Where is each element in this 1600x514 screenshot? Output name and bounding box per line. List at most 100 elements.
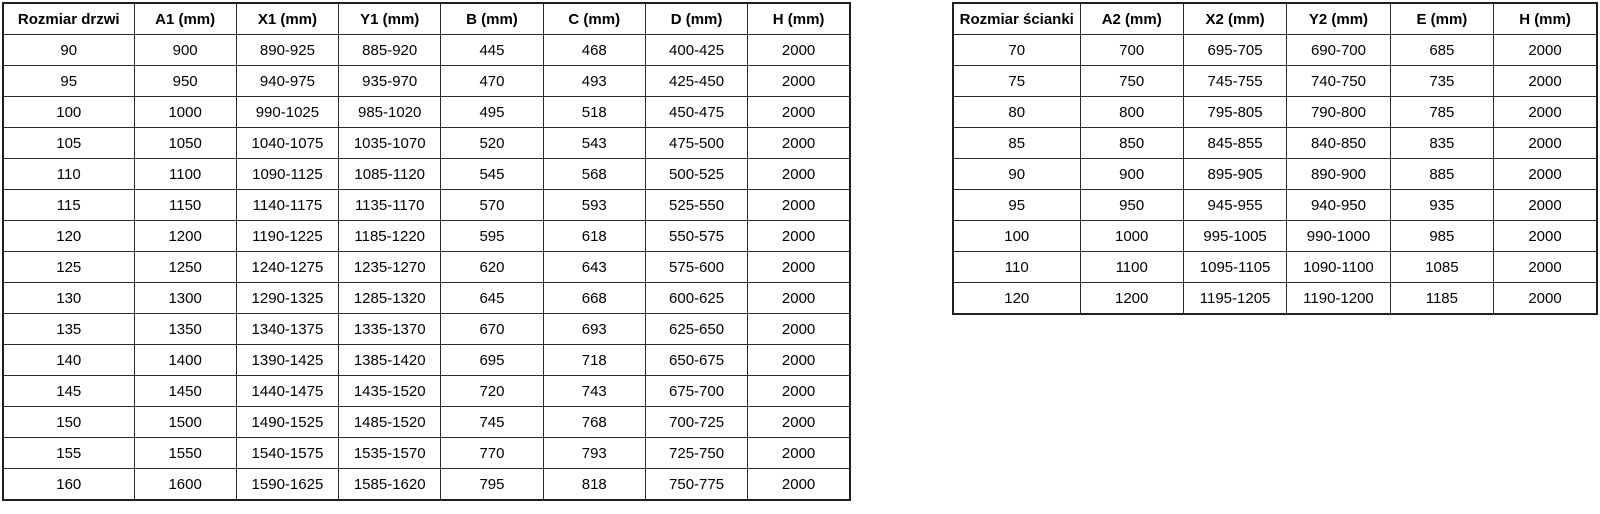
table-cell: 130 [2,282,135,314]
table-row: 130 1300 1290-1325 1285-1320 645 668 600-625 20… [2,282,851,314]
table-cell: 1340-1375 [235,313,340,345]
table-cell: 520 [440,127,544,159]
table-cell: 600-625 [644,282,749,314]
table-cell: 568 [542,158,646,190]
table-cell: 643 [542,251,646,283]
column-header: H (mm) [747,2,851,35]
table-row: 105 1050 1040-1075 1035-1070 520 543 475-500 20… [2,127,851,159]
table-cell: 1200 [1079,282,1184,315]
table-cell: 470 [440,65,544,97]
table-cell: 1390-1425 [235,344,340,376]
table-cell: 2000 [1493,158,1598,190]
table-cell: 1100 [133,158,237,190]
table-row: 115 1150 1140-1175 1135-1170 570 593 525-550 20… [2,189,851,221]
table-cell: 80 [952,96,1081,128]
table-cell: 493 [542,65,646,97]
table-cell: 950 [133,65,237,97]
table-cell: 450-475 [644,96,749,128]
table-cell: 593 [542,189,646,221]
table-cell: 2000 [747,313,851,345]
column-header: E (mm) [1389,2,1495,35]
column-header: H (mm) [1493,2,1598,35]
column-header: A2 (mm) [1079,2,1184,35]
table-row: 95 950 940-975 935-970 470 493 425-450 2000 [2,65,851,97]
table-row: 100 1000 995-1005 990-1000 985 2000 [952,220,1598,252]
table-cell: 650-675 [644,344,749,376]
table-cell: 160 [2,468,135,501]
table-row: 75 750 745-755 740-750 735 2000 [952,65,1598,97]
table-cell: 695-705 [1182,34,1288,66]
table-cell: 2000 [747,375,851,407]
table-cell: 800 [1079,96,1184,128]
table-cell: 718 [542,344,646,376]
table-cell: 145 [2,375,135,407]
column-header: X2 (mm) [1182,2,1288,35]
table-cell: 895-905 [1182,158,1288,190]
table-cell: 2000 [747,158,851,190]
table-cell: 985 [1389,220,1495,252]
column-header: Rozmiar ścianki [952,2,1081,35]
table-cell: 125 [2,251,135,283]
table-cell: 1100 [1079,251,1184,283]
table-cell: 935 [1389,189,1495,221]
table-cell: 400-425 [644,34,749,66]
table-cell: 1240-1275 [235,251,340,283]
table-cell: 1285-1320 [338,282,442,314]
table-cell: 1435-1520 [338,375,442,407]
table-cell: 745 [440,406,544,438]
table-cell: 495 [440,96,544,128]
table-cell: 940-950 [1286,189,1391,221]
table-row: 140 1400 1390-1425 1385-1420 695 718 650-675 20… [2,344,851,376]
table-cell: 675-700 [644,375,749,407]
table-cell: 793 [542,437,646,469]
table-row: 85 850 845-855 840-850 835 2000 [952,127,1598,159]
table-cell: 2000 [747,437,851,469]
header-row: Rozmiar drzwi A1 (mm) X1 (mm) Y1 (mm) B (mm)… [2,2,851,35]
table-cell: 645 [440,282,544,314]
table-cell: 1190-1225 [235,220,340,252]
column-header: Rozmiar drzwi [2,2,135,35]
table-cell: 525-550 [644,189,749,221]
column-header: X1 (mm) [235,2,340,35]
table-cell: 570 [440,189,544,221]
table-row: 90 900 895-905 890-900 885 2000 [952,158,1598,190]
table-row: 120 1200 1195-1205 1190-1200 1185 2000 [952,282,1598,315]
table-cell: 835 [1389,127,1495,159]
table-cell: 890-900 [1286,158,1391,190]
table-cell: 140 [2,344,135,376]
table-cell: 620 [440,251,544,283]
table-cell: 735 [1389,65,1495,97]
table-cell: 1040-1075 [235,127,340,159]
table-cell: 100 [2,96,135,128]
table-cell: 1050 [133,127,237,159]
table-cell: 1590-1625 [235,468,340,501]
table-cell: 90 [952,158,1081,190]
table-cell: 750-775 [644,468,749,501]
table-cell: 2000 [747,406,851,438]
table-cell: 1335-1370 [338,313,442,345]
column-header: Y2 (mm) [1286,2,1391,35]
table-cell: 1540-1575 [235,437,340,469]
table-cell: 2000 [747,251,851,283]
table-cell: 120 [952,282,1081,315]
table-cell: 1140-1175 [235,189,340,221]
table-cell: 475-500 [644,127,749,159]
table-cell: 790-800 [1286,96,1391,128]
table-row: 135 1350 1340-1375 1335-1370 670 693 625-650 20… [2,313,851,345]
table-cell: 1200 [133,220,237,252]
table-cell: 2000 [1493,251,1598,283]
table-cell: 990-1025 [235,96,340,128]
table-cell: 700-725 [644,406,749,438]
table-cell: 885 [1389,158,1495,190]
table-cell: 770 [440,437,544,469]
table-cell: 1190-1200 [1286,282,1391,315]
table-cell: 1350 [133,313,237,345]
column-header: Y1 (mm) [338,2,442,35]
table-cell: 995-1005 [1182,220,1288,252]
table-cell: 1085-1120 [338,158,442,190]
table-cell: 445 [440,34,544,66]
table-cell: 1600 [133,468,237,501]
table-cell: 135 [2,313,135,345]
table-cell: 950 [1079,189,1184,221]
